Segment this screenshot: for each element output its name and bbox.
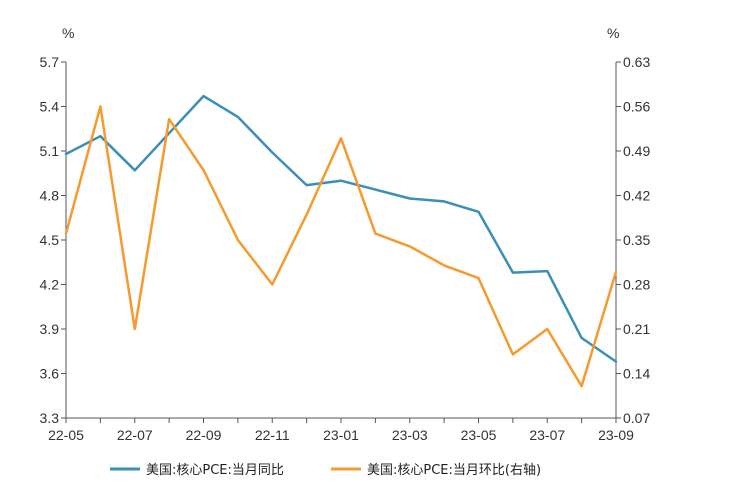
left-tick-label: 4.5	[40, 232, 60, 248]
left-tick-label: 5.7	[40, 54, 60, 70]
right-tick-label: 0.07	[623, 410, 650, 426]
x-tick-label: 23-07	[529, 427, 565, 443]
left-tick-label: 3.6	[40, 366, 60, 382]
x-axis-ticks: 22-05 22-07 22-09 22-11 23-01 23-03 23-05 23-07…	[48, 418, 634, 443]
axes: % %	[62, 25, 619, 419]
right-axis-ticks: 0.07 0.14 0.21 0.28 0.35 0.42 0.49 0.56 0.63	[616, 54, 650, 426]
series-layer	[64, 94, 618, 388]
left-axis-unit: %	[62, 25, 74, 41]
x-tick-label: 22-07	[117, 427, 153, 443]
legend-label-yoy: 美国:核心PCE:当月同比	[146, 463, 284, 478]
right-tick-label: 0.21	[623, 321, 650, 337]
left-tick-label: 5.1	[40, 143, 60, 159]
right-tick-label: 0.28	[623, 277, 650, 293]
left-tick-label: 3.3	[40, 410, 60, 426]
x-tick-label: 23-01	[323, 427, 359, 443]
right-tick-label: 0.14	[623, 366, 650, 382]
series-line-mom	[64, 105, 618, 388]
x-tick-label: 22-11	[255, 427, 290, 443]
right-axis-unit: %	[607, 25, 619, 41]
right-tick-label: 0.42	[623, 188, 650, 204]
left-tick-label: 4.8	[40, 188, 60, 204]
left-tick-label: 3.9	[40, 321, 60, 337]
x-tick-label: 23-03	[392, 427, 428, 443]
x-tick-label: 22-05	[48, 427, 84, 443]
right-tick-label: 0.63	[623, 54, 650, 70]
left-tick-label: 4.2	[40, 277, 60, 293]
x-tick-label: 22-09	[186, 427, 222, 443]
legend-label-mom: 美国:核心PCE:当月环比(右轴)	[367, 463, 541, 478]
left-tick-label: 5.4	[40, 99, 60, 115]
right-tick-label: 0.35	[623, 232, 650, 248]
left-axis-ticks: 3.3 3.6 3.9 4.2 4.5 4.8 5.1 5.4 5.7	[40, 54, 66, 426]
right-tick-label: 0.49	[623, 143, 650, 159]
series-line-yoy	[64, 94, 618, 363]
x-tick-label: 23-05	[461, 427, 497, 443]
legend: 美国:核心PCE:当月同比 美国:核心PCE:当月环比(右轴)	[110, 463, 541, 478]
right-tick-label: 0.56	[623, 99, 650, 115]
x-tick-label: 23-09	[598, 427, 634, 443]
